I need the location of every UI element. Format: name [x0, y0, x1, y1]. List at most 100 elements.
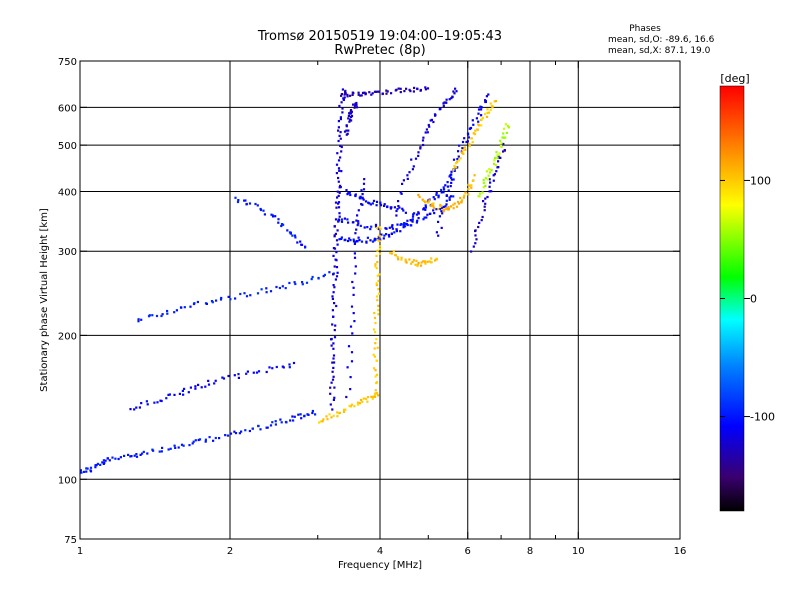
data-point — [399, 230, 402, 233]
data-point — [336, 196, 339, 199]
data-point — [332, 414, 335, 417]
data-point — [466, 140, 469, 143]
data-point — [424, 131, 427, 134]
data-point — [130, 455, 133, 458]
data-point — [331, 295, 334, 298]
data-point — [425, 216, 428, 219]
data-point — [420, 261, 423, 264]
data-point — [373, 347, 376, 350]
data-point — [339, 144, 342, 147]
data-point — [435, 258, 438, 261]
data-point — [430, 203, 433, 206]
data-point — [401, 207, 404, 210]
data-point — [114, 457, 117, 460]
data-point — [337, 194, 340, 197]
data-point — [370, 93, 373, 96]
data-point — [449, 195, 453, 198]
data-point — [485, 170, 488, 173]
data-point — [422, 199, 425, 203]
data-point — [255, 371, 259, 374]
data-point — [475, 238, 478, 241]
data-point — [417, 212, 420, 215]
data-point — [364, 200, 368, 203]
data-point — [445, 194, 448, 197]
data-point — [135, 453, 138, 456]
data-point — [349, 110, 352, 113]
data-point — [263, 213, 266, 216]
data-point — [96, 462, 99, 465]
data-point — [301, 283, 304, 286]
data-point — [333, 336, 337, 339]
data-point — [349, 325, 353, 328]
data-point — [480, 114, 483, 117]
data-point — [347, 221, 350, 224]
data-point — [161, 313, 164, 316]
data-point — [452, 195, 455, 198]
data-point — [457, 202, 461, 205]
data-point — [445, 207, 448, 210]
data-point — [385, 92, 388, 95]
data-point — [293, 281, 296, 284]
data-point — [504, 136, 507, 139]
x-tick-label: 1 — [77, 546, 83, 557]
data-point — [434, 259, 437, 262]
data-point — [333, 225, 336, 228]
data-point — [385, 89, 388, 92]
data-point — [375, 204, 378, 207]
data-point — [239, 292, 242, 296]
data-point — [256, 292, 260, 295]
data-point — [365, 241, 368, 244]
data-point — [373, 355, 376, 358]
data-point — [343, 130, 347, 133]
data-point — [478, 221, 481, 224]
data-point — [227, 295, 230, 298]
data-point — [416, 87, 419, 90]
data-point — [442, 102, 445, 105]
data-point — [373, 239, 376, 242]
data-point — [332, 315, 335, 318]
data-point — [331, 297, 334, 300]
data-point — [461, 151, 464, 155]
data-point — [328, 271, 331, 274]
data-point — [137, 320, 140, 323]
data-point — [358, 197, 362, 200]
data-point — [266, 426, 269, 429]
data-point — [336, 411, 339, 414]
data-point — [408, 88, 411, 91]
y-tick-label: 75 — [64, 535, 77, 546]
data-point — [411, 260, 414, 264]
data-point — [421, 198, 424, 201]
data-point — [135, 406, 138, 409]
data-point — [331, 361, 334, 364]
data-point — [390, 92, 393, 95]
data-point — [348, 404, 351, 408]
data-point — [452, 203, 455, 206]
data-point — [486, 195, 489, 199]
data-point — [391, 224, 394, 227]
data-point — [344, 408, 347, 411]
data-point — [353, 106, 356, 109]
data-point — [376, 90, 379, 93]
data-point — [463, 194, 466, 197]
data-point — [291, 415, 294, 418]
data-point — [422, 207, 426, 210]
data-point — [348, 120, 351, 123]
data-point — [286, 229, 289, 232]
data-point — [414, 157, 418, 160]
data-point — [351, 332, 354, 335]
data-point — [391, 227, 394, 230]
data-point — [373, 393, 377, 396]
data-point — [208, 436, 211, 439]
data-point — [346, 218, 349, 221]
data-point — [321, 420, 324, 423]
data-point — [359, 94, 362, 97]
data-point — [89, 466, 93, 469]
data-point — [403, 222, 406, 225]
data-point — [175, 309, 178, 312]
data-point — [507, 126, 510, 129]
data-point — [375, 90, 378, 93]
data-point — [350, 305, 354, 308]
stats-x-mode: mean, sd,X: 87.1, 19.0 — [608, 46, 711, 56]
data-point — [413, 212, 416, 215]
data-point — [211, 301, 214, 304]
